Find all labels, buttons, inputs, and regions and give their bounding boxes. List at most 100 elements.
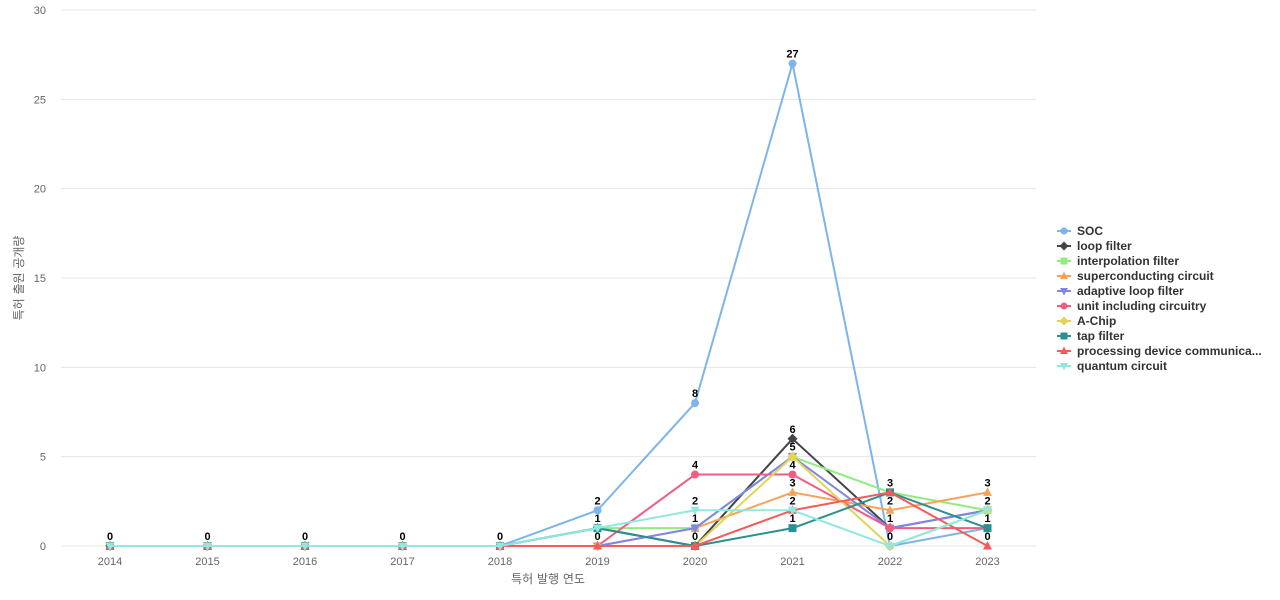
data-point xyxy=(885,542,895,551)
legend-label: adaptive loop filter xyxy=(1077,284,1184,298)
series-line xyxy=(109,509,989,547)
x-axis-title: 특허 발행 연도 xyxy=(511,571,585,586)
legend-marker xyxy=(1060,363,1068,371)
data-label: 1 xyxy=(692,513,698,525)
legend-label: processing device communica... xyxy=(1077,344,1262,358)
legend-item[interactable]: loop filter xyxy=(1057,239,1132,253)
legend-item[interactable]: processing device communica... xyxy=(1057,344,1262,358)
x-tick-label: 2023 xyxy=(975,556,999,568)
data-point xyxy=(983,487,992,496)
data-label: 0 xyxy=(399,531,405,543)
legend-item[interactable]: interpolation filter xyxy=(1057,254,1179,268)
data-label: 0 xyxy=(204,531,210,543)
data-point xyxy=(593,541,602,550)
x-tick-label: 2019 xyxy=(585,556,609,568)
data-point xyxy=(691,470,699,479)
data-point xyxy=(593,506,602,515)
data-point xyxy=(788,524,797,533)
data-label: 1 xyxy=(789,513,795,525)
y-tick-label: 10 xyxy=(34,362,46,374)
legend-item[interactable]: quantum circuit xyxy=(1057,359,1167,373)
y-tick-label: 5 xyxy=(40,452,46,464)
y-axis-title: 특허 출원 공개량 xyxy=(12,236,26,321)
legend-item[interactable]: unit including circuitry xyxy=(1057,299,1207,313)
y-tick-label: 30 xyxy=(34,5,46,17)
legend-label: unit including circuitry xyxy=(1077,299,1207,313)
data-labels: 0 0 0 0 0 2 8 27 1 0 4 2 1 0 6 5 4 3 2 1 3 2 1 0 3 2 1 0 xyxy=(107,49,991,543)
legend-item[interactable]: SOC xyxy=(1057,224,1103,238)
series-1 xyxy=(105,433,993,551)
legend-marker xyxy=(1059,316,1069,326)
legend-marker xyxy=(1060,227,1068,235)
data-point xyxy=(885,487,895,496)
legend-marker xyxy=(1059,241,1069,251)
legend-label: loop filter xyxy=(1077,239,1132,253)
data-label: 3 xyxy=(887,477,893,489)
data-point xyxy=(593,524,602,534)
data-point xyxy=(690,541,700,550)
data-label: 0 xyxy=(107,531,113,543)
data-label: 5 xyxy=(789,442,795,454)
legend-marker xyxy=(1060,257,1068,265)
x-axis-ticks: 2014 2015 2016 2017 2018 2019 2020 2021 2022 2023 xyxy=(98,556,1000,568)
data-point xyxy=(690,524,700,534)
data-point xyxy=(691,399,699,408)
data-label: 2 xyxy=(984,495,990,507)
data-point xyxy=(788,59,797,68)
data-label: 1 xyxy=(984,513,990,525)
data-label: 0 xyxy=(594,531,600,543)
series-0 xyxy=(106,59,992,550)
data-label: 0 xyxy=(497,531,503,543)
data-point xyxy=(983,541,992,550)
data-label: 0 xyxy=(984,531,990,543)
series-9 xyxy=(105,506,992,551)
y-axis-ticks: 0 5 10 15 20 25 30 xyxy=(34,5,46,553)
data-label: 0 xyxy=(887,531,893,543)
data-label: 8 xyxy=(692,388,698,400)
legend-marker xyxy=(1060,288,1068,296)
data-label: 2 xyxy=(789,495,795,507)
data-point xyxy=(398,542,407,551)
y-tick-label: 20 xyxy=(34,184,46,196)
data-point xyxy=(787,433,798,444)
data-point xyxy=(788,487,797,496)
x-tick-label: 2022 xyxy=(878,556,902,568)
x-tick-label: 2018 xyxy=(488,556,512,568)
data-point xyxy=(690,506,700,516)
grid-lines xyxy=(61,9,1036,547)
legend-marker xyxy=(1060,346,1068,354)
data-point xyxy=(787,451,798,462)
data-label: 0 xyxy=(302,531,308,543)
data-label: 1 xyxy=(887,513,893,525)
x-tick-label: 2015 xyxy=(195,556,219,568)
y-tick-label: 15 xyxy=(34,273,46,285)
data-point xyxy=(788,506,797,516)
legend-marker xyxy=(1060,332,1068,340)
data-point xyxy=(203,542,212,551)
legend-item[interactable]: superconducting circuit xyxy=(1057,269,1214,283)
series-line xyxy=(109,437,989,547)
data-label: 4 xyxy=(789,460,796,472)
legend-label: SOC xyxy=(1077,224,1103,238)
data-label: 3 xyxy=(789,477,795,489)
legend-item[interactable]: A-Chip xyxy=(1057,314,1116,328)
data-label: 1 xyxy=(594,513,600,525)
data-label: 2 xyxy=(692,495,698,507)
data-point xyxy=(886,524,894,533)
data-label: 6 xyxy=(789,424,795,436)
data-label: 27 xyxy=(786,49,798,61)
data-label: 2 xyxy=(594,495,600,507)
data-point xyxy=(983,506,992,516)
x-tick-label: 2017 xyxy=(390,556,414,568)
legend-item[interactable]: adaptive loop filter xyxy=(1057,284,1184,298)
series-lines xyxy=(105,59,993,551)
legend-label: tap filter xyxy=(1077,329,1125,343)
x-tick-label: 2020 xyxy=(683,556,707,568)
data-label: 4 xyxy=(692,460,699,472)
x-tick-label: 2021 xyxy=(780,556,804,568)
series-line xyxy=(109,473,989,547)
legend-item[interactable]: tap filter xyxy=(1057,329,1125,343)
legend-marker xyxy=(1060,271,1068,279)
